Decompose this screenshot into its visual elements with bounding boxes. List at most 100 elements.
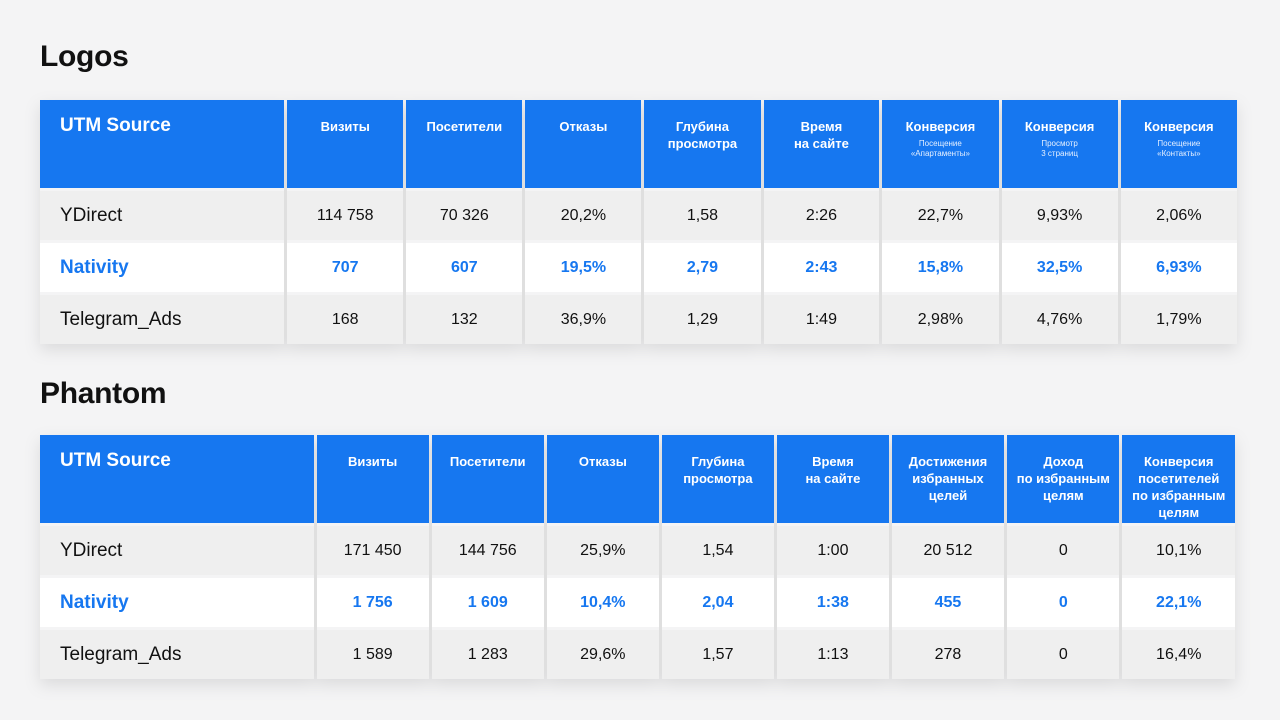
table-cell: 20,2%	[525, 188, 642, 240]
table-cell: 10,4%	[546, 575, 659, 627]
table-cell: 1,29	[644, 292, 761, 344]
column-header: Конверсия Посещение «Апартаменты»	[882, 100, 999, 188]
column-header: Визиты	[316, 435, 429, 523]
column-header: Доход по избранным целям	[1007, 435, 1120, 523]
column-header-label: Отказы	[559, 119, 608, 134]
column-header: Время на сайте	[763, 100, 880, 188]
table-cell: 1 589	[316, 627, 429, 679]
column-header-label: Доход по избранным целям	[1016, 454, 1110, 503]
table-cell: 607	[406, 240, 523, 292]
column-header: Визиты	[287, 100, 404, 188]
table-cell: 0	[1007, 575, 1120, 627]
table-row: Telegram_Ads 168 132 36,9% 1,29 1:49 2,98% 4,76…	[40, 292, 1237, 344]
column-header: Конверсия посетителей по избранным целям	[1122, 435, 1235, 523]
column-header: Глубина просмотра	[661, 435, 775, 523]
header-row: UTM Source Визиты Посетители Отказы Глубина …	[40, 100, 1237, 188]
column-header: Посетители	[431, 435, 544, 523]
table-cell: 2,06%	[1120, 188, 1237, 240]
logos-table: UTM Source Визиты Посетители Отказы Глубина …	[37, 100, 1240, 344]
header-row: UTM Source Визиты Посетители Отказы Глубина …	[40, 435, 1235, 523]
column-header-label: Глубина просмотра	[667, 119, 738, 151]
column-header-label: Достижения избранных целей	[908, 454, 988, 503]
column-header-label: Отказы	[578, 454, 627, 469]
column-header: Достижения избранных целей	[891, 435, 1005, 523]
table-row: YDirect 171 450 144 756 25,9% 1,54 1:00 20 512…	[40, 523, 1235, 575]
column-header: Глубина просмотра	[644, 100, 761, 188]
table-cell: 22,7%	[882, 188, 999, 240]
utm-source-cell: Nativity	[40, 240, 285, 292]
column-header: Конверсия Посещение «Контакты»	[1120, 100, 1237, 188]
table-row: Nativity 707 607 19,5% 2,79 2:43 15,8% 32,5% 6,9…	[40, 240, 1237, 292]
column-header-label: Конверсия	[905, 119, 976, 134]
table-cell: 1,54	[661, 523, 775, 575]
table-cell: 144 756	[431, 523, 544, 575]
table-cell: 16,4%	[1122, 627, 1235, 679]
column-header-sublabel: Посещение «Контакты»	[1157, 139, 1201, 158]
table-cell: 455	[891, 575, 1005, 627]
table-row: YDirect 114 758 70 326 20,2% 1,58 2:26 22,7% 9,…	[40, 188, 1237, 240]
utm-source-cell: YDirect	[40, 188, 285, 240]
column-header-label: Визиты	[320, 119, 370, 134]
table-cell: 2:26	[763, 188, 880, 240]
table-cell: 0	[1007, 627, 1120, 679]
table-cell: 114 758	[287, 188, 404, 240]
table-cell: 36,9%	[525, 292, 642, 344]
table-cell: 2,79	[644, 240, 761, 292]
table-cell: 9,93%	[1001, 188, 1118, 240]
table-cell: 2,98%	[882, 292, 999, 344]
table-cell: 15,8%	[882, 240, 999, 292]
column-header: Посетители	[406, 100, 523, 188]
table-cell: 1,79%	[1120, 292, 1237, 344]
table-cell: 32,5%	[1001, 240, 1118, 292]
column-header: Время на сайте	[777, 435, 889, 523]
column-header: Конверсия Просмотр 3 страниц	[1001, 100, 1118, 188]
column-header-label: UTM Source	[60, 450, 171, 471]
table-cell: 0	[1007, 523, 1120, 575]
column-header-label: Время на сайте	[805, 454, 861, 486]
phantom-title: Phantom	[40, 377, 167, 410]
table-cell: 29,6%	[546, 627, 659, 679]
table-cell: 278	[891, 627, 1005, 679]
utm-source-cell: Nativity	[40, 575, 314, 627]
table-cell: 4,76%	[1001, 292, 1118, 344]
utm-source-cell: YDirect	[40, 523, 314, 575]
column-header-sublabel: Посещение «Апартаменты»	[910, 139, 970, 158]
column-header-label: Конверсия посетителей по избранным целям	[1132, 454, 1226, 520]
table-cell: 1,57	[661, 627, 775, 679]
column-header-label: Визиты	[347, 454, 398, 469]
table-cell: 1:00	[777, 523, 889, 575]
table-cell: 1:38	[777, 575, 889, 627]
column-header-utm-source: UTM Source	[40, 100, 285, 188]
phantom-table: UTM Source Визиты Посетители Отказы Глубина …	[37, 435, 1238, 679]
utm-source-cell: Telegram_Ads	[40, 627, 314, 679]
table-cell: 168	[287, 292, 404, 344]
table-cell: 10,1%	[1122, 523, 1235, 575]
column-header-label: Глубина просмотра	[683, 454, 753, 486]
table-cell: 1:13	[777, 627, 889, 679]
column-header-utm-source: UTM Source	[40, 435, 314, 523]
table-cell: 2,04	[661, 575, 775, 627]
column-header-label: Время на сайте	[793, 119, 849, 151]
column-header-label: UTM Source	[60, 115, 171, 136]
logos-title: Logos	[40, 40, 129, 73]
column-header-label: Посетители	[426, 119, 503, 134]
column-header-label: Посетители	[449, 454, 526, 469]
table-cell: 2:43	[763, 240, 880, 292]
table-cell: 19,5%	[525, 240, 642, 292]
table-cell: 707	[287, 240, 404, 292]
table-cell: 1 756	[316, 575, 429, 627]
column-header-label: Конверсия	[1024, 119, 1095, 134]
table-cell: 1 609	[431, 575, 544, 627]
table-row: Telegram_Ads 1 589 1 283 29,6% 1,57 1:13 278 0 1…	[40, 627, 1235, 679]
column-header-label: Конверсия	[1144, 119, 1214, 134]
table-cell: 25,9%	[546, 523, 659, 575]
table-cell: 1,58	[644, 188, 761, 240]
table-cell: 20 512	[891, 523, 1005, 575]
table-cell: 22,1%	[1122, 575, 1235, 627]
table-cell: 6,93%	[1120, 240, 1237, 292]
table-cell: 70 326	[406, 188, 523, 240]
table-cell: 132	[406, 292, 523, 344]
table-cell: 1:49	[763, 292, 880, 344]
column-header: Отказы	[525, 100, 642, 188]
table-cell: 171 450	[316, 523, 429, 575]
